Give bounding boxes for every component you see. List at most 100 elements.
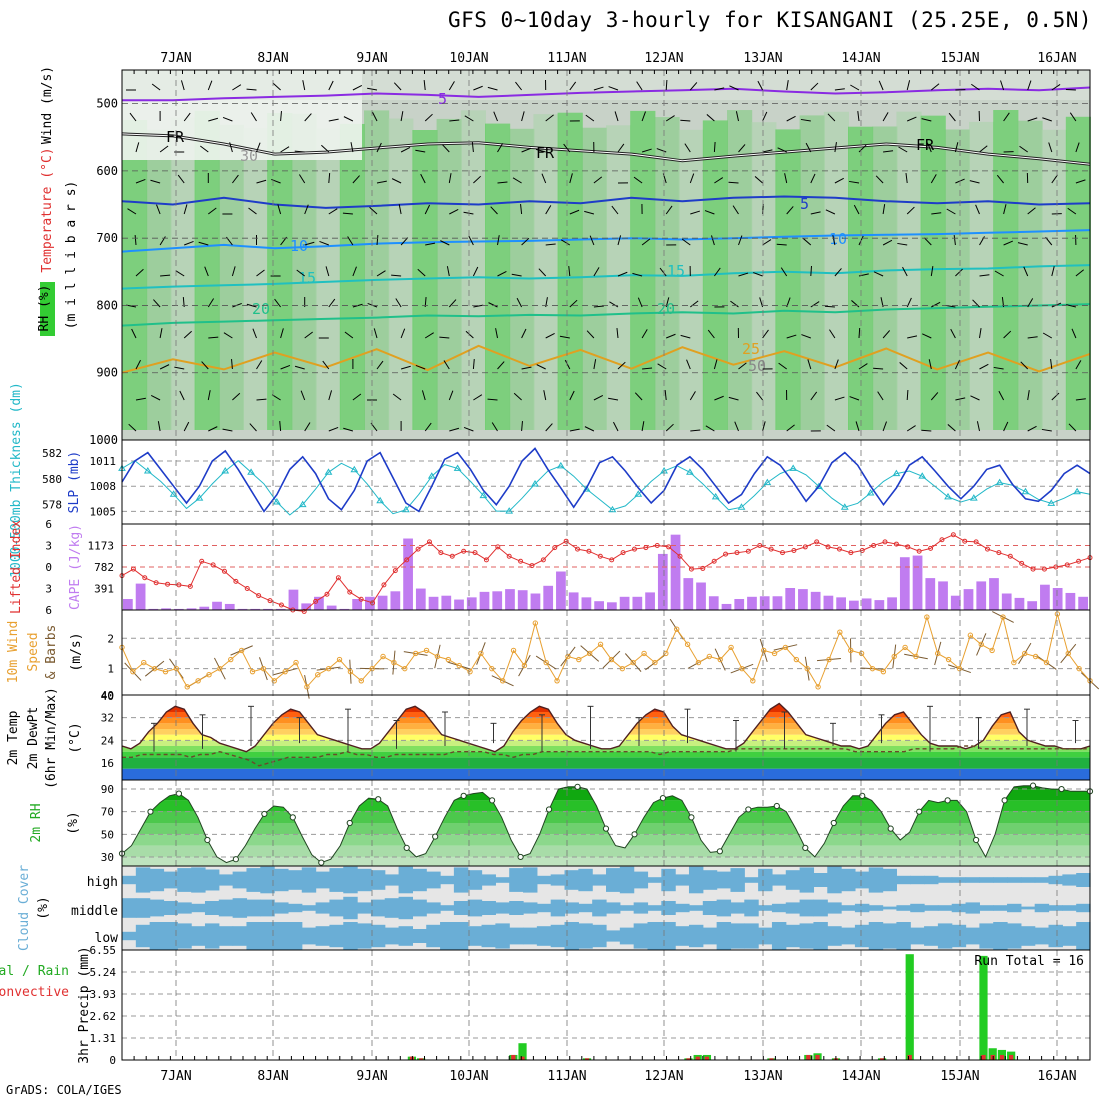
temp-band <box>122 751 1090 758</box>
thickness-marker <box>608 505 617 513</box>
wind-barb <box>135 268 144 277</box>
cloud-bar-low <box>384 927 400 945</box>
wind-barb <box>304 241 315 246</box>
wind-marker <box>141 659 147 666</box>
wind-barb <box>159 364 170 370</box>
wind-barb <box>882 239 893 246</box>
wind-marker <box>402 665 408 672</box>
thickness-marker <box>866 489 875 496</box>
li-marker <box>882 539 888 545</box>
cloud-bar-middle <box>453 901 469 915</box>
wind-barb <box>569 81 577 91</box>
li-marker <box>324 591 330 597</box>
wind-barb <box>511 273 522 277</box>
cape-bar <box>721 603 732 610</box>
temp-label-d: (°C) <box>68 722 83 753</box>
cross-temp-label: Temperature (°C) <box>40 147 55 272</box>
cape-bar <box>619 596 630 610</box>
wind-barb <box>850 84 860 91</box>
wind-barb <box>376 234 379 246</box>
wind-barb <box>827 113 836 122</box>
wind-barb <box>586 330 595 339</box>
cape-bar <box>263 608 273 610</box>
cloud-bar-middle <box>633 902 649 914</box>
wind-barb <box>131 328 137 339</box>
rh-band <box>630 110 656 431</box>
wind-marker <box>652 659 658 666</box>
li-marker <box>985 546 991 552</box>
wind-marker <box>935 650 941 657</box>
slp-tick: 1005 <box>90 505 117 518</box>
wind-barb <box>810 301 820 308</box>
cape-bar <box>1001 593 1012 610</box>
cloud-bar-low <box>841 927 856 945</box>
cloud-bar-middle <box>357 902 372 914</box>
wind-barb <box>207 80 213 91</box>
wind-barb <box>545 243 556 246</box>
cloud-bar-high <box>509 868 524 892</box>
li-marker <box>1076 558 1082 564</box>
wind-barb <box>515 81 522 91</box>
thickness-marker <box>944 492 952 500</box>
wind-barb <box>954 142 959 153</box>
wind-barb <box>665 115 675 122</box>
wind-marker <box>293 659 299 666</box>
wind-barb <box>538 268 547 277</box>
wind-barb <box>421 390 426 401</box>
li-marker <box>871 543 877 548</box>
wind-barb <box>834 142 837 153</box>
cloud-bar-low <box>758 927 773 945</box>
cape-bar <box>887 597 897 610</box>
li-marker <box>415 546 421 552</box>
thickness-tick: 582 <box>42 447 62 460</box>
cloud-bar-middle <box>758 905 773 911</box>
wind-barb <box>465 330 474 339</box>
cloud-bar-middle <box>688 905 704 911</box>
cross-ylabel: (m i l l i b a r s) <box>64 181 79 330</box>
wind-barb <box>637 297 643 308</box>
cape-bar <box>237 608 248 610</box>
wind-barb <box>834 88 845 91</box>
cloud-bar-high <box>274 868 289 892</box>
wind-barb <box>222 116 233 122</box>
wind-barb <box>296 269 306 277</box>
thickness-marker <box>1021 487 1030 495</box>
wind-barb <box>159 328 163 339</box>
li-marker <box>313 598 319 604</box>
wind-barb <box>252 328 257 339</box>
wind-barb <box>1075 179 1086 184</box>
wind-barb <box>665 79 668 91</box>
wind-marker <box>750 678 756 684</box>
wind-barb <box>953 235 956 246</box>
rh-band <box>993 110 1019 431</box>
day-label-bottom: 11JAN <box>547 1069 586 1084</box>
cloud-bar-middle <box>730 902 745 914</box>
grads-credit: GrADS: COLA/IGES <box>6 1083 122 1097</box>
cloud-bar-low <box>260 922 275 950</box>
wind-barb <box>786 334 797 339</box>
rh-marker <box>289 814 296 821</box>
cape-bar <box>492 591 503 610</box>
precip-convective-bar <box>907 1054 912 1060</box>
cloud-label-low: low <box>95 931 119 946</box>
cape-bar <box>212 601 222 610</box>
cloud-label-a: Cloud Cover <box>17 865 32 951</box>
cloud-bar-low <box>592 924 607 948</box>
wind-barb <box>994 270 1004 277</box>
day-label-top: 11JAN <box>547 51 586 66</box>
cloud-bar-low <box>1034 927 1050 945</box>
wind-barb <box>849 180 860 184</box>
wind-marker <box>391 659 397 666</box>
wind-barb <box>223 332 233 339</box>
wind-barb <box>328 390 333 401</box>
precip-total-bar <box>988 1048 997 1060</box>
wind-barb <box>1027 390 1030 401</box>
thickness-tick: 578 <box>42 499 62 512</box>
wind-barb <box>899 362 908 370</box>
cloud-bar-high <box>854 871 870 889</box>
wind-marker <box>695 659 702 666</box>
wind-barb <box>535 148 546 153</box>
cloud-bar-middle <box>744 899 759 917</box>
cloud-bar-low <box>274 922 289 950</box>
cape-bar <box>938 581 948 610</box>
